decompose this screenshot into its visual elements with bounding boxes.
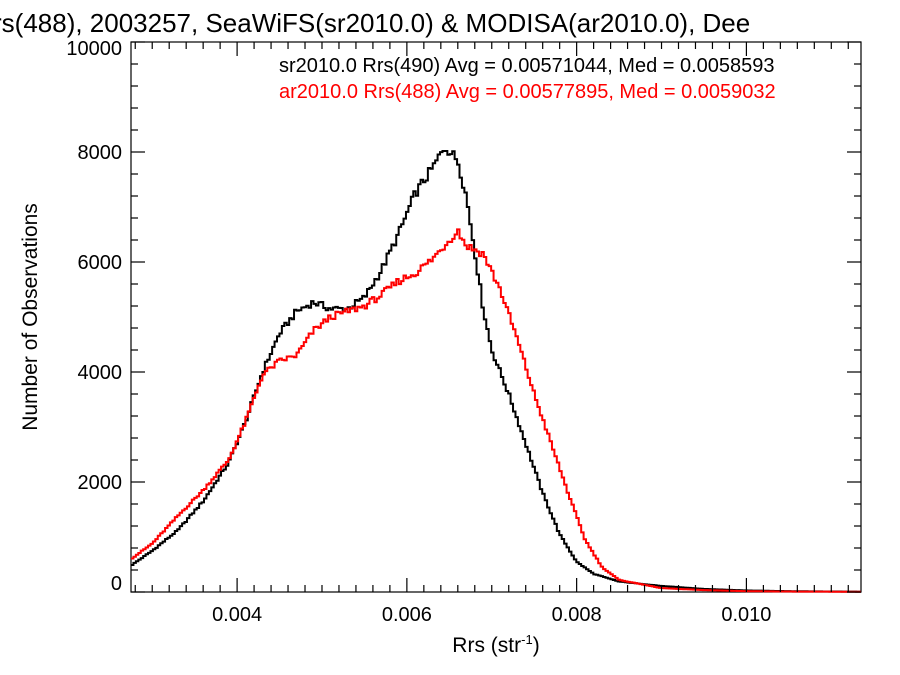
legend: sr2010.0 Rrs(490) Avg = 0.00571044, Med … <box>279 55 776 103</box>
x-axis-label-main: Rrs (str <box>452 634 521 657</box>
x-tick-label: 0.004 <box>212 604 262 626</box>
x-tick-label: 0.006 <box>382 604 432 626</box>
plot-frame <box>130 41 862 593</box>
ticks-layer: 0.004 0.006 0.008 0.010 0 2000 4000 6000 8000 100… <box>66 38 861 626</box>
x-axis-label-tail: ) <box>533 634 540 657</box>
y-tick-label: 8000 <box>78 142 123 164</box>
x-tick-label: 0.010 <box>721 604 771 626</box>
y-tick-label: 6000 <box>78 252 123 274</box>
y-axis-label: Number of Observations <box>19 203 42 431</box>
legend-entry-red: ar2010.0 Rrs(488) Avg = 0.00577895, Med … <box>279 81 776 103</box>
x-axis-label-superscript: -1 <box>521 632 533 647</box>
x-axis-label: Rrs (str-1) <box>452 632 539 657</box>
y-tick-label: 0 <box>111 573 122 595</box>
y-tick-label: 4000 <box>78 362 123 384</box>
legend-entry-black: sr2010.0 Rrs(490) Avg = 0.00571044, Med … <box>279 55 775 77</box>
chart-title: rs(488), 2003257, SeaWiFS(sr2010.0) & MO… <box>0 8 750 38</box>
y-tick-label: 10000 <box>66 38 122 60</box>
x-tick-label: 0.008 <box>552 604 602 626</box>
y-tick-label: 2000 <box>78 472 123 494</box>
